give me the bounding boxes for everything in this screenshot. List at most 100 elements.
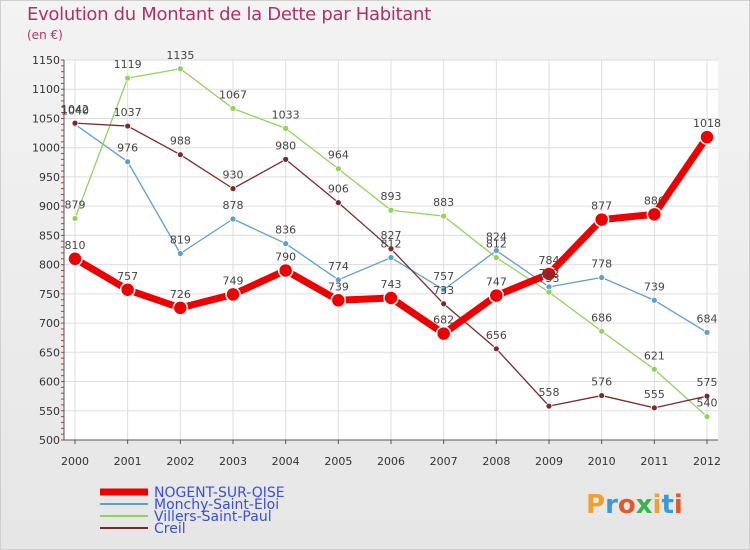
- data-label-nogent-sur-oise-2003: 749: [223, 274, 244, 287]
- point-nogent-sur-oise-2002: [172, 300, 189, 316]
- y-tick-label-600: 600: [39, 376, 60, 389]
- y-tick-label-900: 900: [39, 200, 60, 213]
- point-creil-2009: [545, 402, 553, 410]
- data-label-villers-saint-paul-2005: 964: [328, 149, 349, 162]
- x-tick-label-2007: 2007: [430, 455, 458, 468]
- logo-letter: i: [673, 490, 683, 520]
- point-creil-2012: [703, 392, 711, 400]
- point-villers-saint-paul-2008: [492, 254, 500, 262]
- x-tick-label-2012: 2012: [693, 455, 721, 468]
- y-tick-label-850: 850: [39, 229, 60, 242]
- data-label-nogent-sur-oise-2007: 682: [433, 314, 454, 327]
- point-monchy-saint-loi-2012: [703, 329, 711, 336]
- data-label-creil-2012: 575: [697, 376, 718, 389]
- data-label-monchy-saint-loi-2005: 774: [328, 260, 349, 273]
- point-nogent-sur-oise-2012: [699, 129, 715, 145]
- data-label-creil-2006: 827: [381, 229, 402, 242]
- data-label-creil-2007: 733: [433, 284, 454, 297]
- x-tick-label-2001: 2001: [114, 455, 142, 468]
- legend-label-monchy-saint-loi: Monchy-Saint-Éloi: [154, 496, 279, 513]
- data-label-villers-saint-paul-2004: 1033: [272, 108, 300, 121]
- data-label-nogent-sur-oise-2011: 886: [644, 194, 665, 207]
- data-label-nogent-sur-oise-2012: 1018: [693, 117, 721, 130]
- data-label-monchy-saint-loi-2004: 836: [275, 224, 296, 237]
- data-label-creil-2008: 656: [486, 329, 507, 342]
- data-label-villers-saint-paul-2002: 1135: [166, 49, 194, 62]
- point-nogent-sur-oise-2000: [67, 251, 83, 267]
- point-creil-2008: [492, 345, 500, 353]
- y-tick-label-950: 950: [39, 171, 60, 184]
- point-nogent-sur-oise-2011: [646, 206, 663, 223]
- point-monchy-saint-loi-2005: [334, 276, 342, 284]
- data-label-creil-2002: 988: [170, 135, 191, 148]
- legend-label-creil: Creil: [154, 521, 186, 537]
- point-villers-saint-paul-2007: [440, 212, 448, 220]
- data-label-monchy-saint-loi-2011: 739: [644, 280, 665, 293]
- point-monchy-saint-loi-2010: [598, 274, 606, 281]
- data-label-creil-2004: 980: [275, 139, 296, 152]
- data-label-monchy-saint-loi-2000: 1040: [61, 104, 89, 117]
- point-nogent-sur-oise-2005: [330, 292, 347, 309]
- data-label-monchy-saint-loi-2007: 757: [433, 270, 454, 283]
- logo-letter: r: [605, 490, 618, 520]
- point-villers-saint-paul-2005: [334, 165, 342, 173]
- y-tick-label-500: 500: [39, 434, 60, 447]
- data-label-villers-saint-paul-2000: 879: [65, 198, 86, 211]
- data-label-nogent-sur-oise-2000: 810: [65, 239, 86, 252]
- data-label-creil-2010: 576: [591, 376, 612, 389]
- data-label-creil-2003: 930: [223, 169, 244, 182]
- logo-letter: i: [652, 490, 662, 520]
- point-nogent-sur-oise-2009: [541, 266, 557, 282]
- logo-letter: P: [586, 490, 606, 520]
- point-creil-2011: [650, 404, 658, 412]
- y-tick-label-750: 750: [39, 288, 60, 301]
- x-tick-label-2009: 2009: [535, 455, 563, 468]
- point-creil-2005: [334, 199, 342, 207]
- point-villers-saint-paul-2010: [598, 327, 606, 335]
- logo-letter: o: [617, 490, 636, 520]
- data-label-creil-2011: 555: [644, 388, 665, 401]
- x-tick-label-2010: 2010: [588, 455, 616, 468]
- data-label-villers-saint-paul-2003: 1067: [219, 89, 247, 102]
- point-villers-saint-paul-2001: [124, 74, 132, 82]
- data-label-creil-2005: 906: [328, 183, 349, 196]
- point-creil-2010: [598, 392, 606, 399]
- data-label-nogent-sur-oise-2006: 743: [381, 278, 402, 291]
- y-tick-label-550: 550: [39, 405, 60, 418]
- x-tick-label-2004: 2004: [272, 455, 300, 468]
- point-nogent-sur-oise-2001: [119, 282, 136, 298]
- point-creil-2002: [176, 151, 184, 159]
- y-tick-label-1000: 1000: [32, 142, 60, 155]
- legend-label-villers-saint-paul: Villers-Saint-Paul: [154, 509, 272, 525]
- point-monchy-saint-loi-2004: [282, 240, 290, 247]
- point-creil-2006: [387, 245, 395, 253]
- point-monchy-saint-loi-2008: [492, 247, 500, 254]
- data-label-nogent-sur-oise-2002: 726: [170, 288, 191, 301]
- data-label-creil-2001: 1037: [114, 106, 142, 119]
- point-villers-saint-paul-2000: [71, 215, 79, 222]
- point-creil-2003: [229, 185, 237, 193]
- chart-subtitle: (en €): [27, 28, 63, 42]
- point-villers-saint-paul-2004: [282, 124, 290, 132]
- data-label-monchy-saint-loi-2008: 824: [486, 231, 507, 244]
- proxiti-logo: Proxiti: [586, 490, 683, 520]
- data-label-creil-2000: 1042: [61, 103, 89, 116]
- data-label-nogent-sur-oise-2004: 790: [275, 250, 296, 263]
- point-nogent-sur-oise-2006: [383, 290, 399, 306]
- data-label-monchy-saint-loi-2010: 778: [591, 257, 612, 270]
- data-label-creil-2009: 558: [539, 386, 560, 399]
- y-tick-label-650: 650: [39, 346, 60, 359]
- data-label-monchy-saint-loi-2003: 878: [223, 199, 244, 212]
- y-tick-label-800: 800: [39, 259, 60, 272]
- point-monchy-saint-loi-2002: [176, 250, 184, 257]
- data-label-villers-saint-paul-2009: 753: [539, 272, 560, 285]
- y-tick-label-1150: 1150: [32, 54, 60, 67]
- data-label-monchy-saint-loi-2009: 762: [539, 267, 560, 280]
- data-label-villers-saint-paul-2011: 621: [644, 349, 665, 362]
- data-label-nogent-sur-oise-2010: 877: [591, 200, 612, 213]
- data-label-villers-saint-paul-2001: 1119: [114, 58, 142, 71]
- chart-title: Evolution du Montant de la Dette par Hab…: [27, 4, 431, 25]
- point-villers-saint-paul-2002: [176, 65, 184, 73]
- point-nogent-sur-oise-2004: [277, 262, 294, 279]
